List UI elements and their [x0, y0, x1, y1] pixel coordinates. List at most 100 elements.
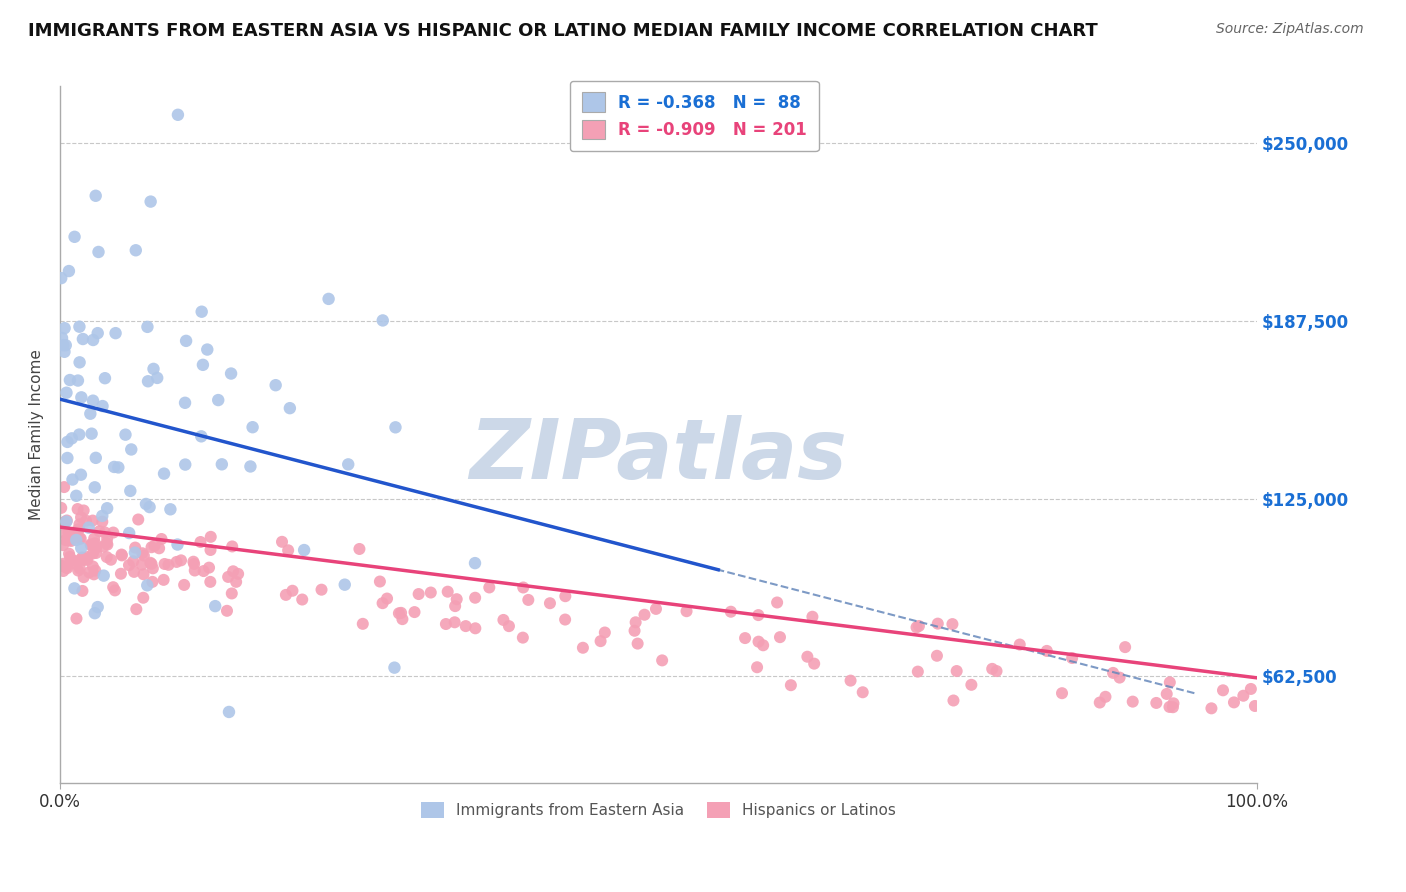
Point [200, 574, 222, 589]
Point [908, 619, 931, 633]
Point [56, 513, 79, 527]
Point [124, 541, 146, 555]
Point [65, 611, 87, 625]
Point [941, 617, 963, 632]
Point [53, 321, 76, 335]
Point [1114, 640, 1136, 654]
Point [80, 538, 103, 552]
Point [65, 533, 87, 547]
Point [80, 426, 103, 441]
Point [91, 515, 114, 529]
Point [58, 533, 80, 548]
Point [389, 606, 412, 620]
Point [96, 536, 118, 550]
Point [167, 108, 190, 122]
Point [131, 558, 153, 572]
Point [492, 613, 515, 627]
Point [517, 593, 540, 607]
Point [51, 271, 73, 285]
Point [67, 319, 90, 334]
Point [141, 557, 163, 571]
Point [1159, 700, 1181, 714]
Point [146, 371, 169, 385]
Point [125, 244, 148, 258]
Point [96, 538, 118, 552]
Point [69, 517, 91, 532]
Point [745, 660, 768, 674]
Point [217, 570, 239, 584]
Point [159, 502, 181, 516]
Point [94, 371, 117, 385]
Point [120, 483, 142, 498]
Point [222, 564, 245, 578]
Point [1122, 695, 1144, 709]
Point [55, 338, 77, 352]
Point [58, 525, 80, 540]
Point [82, 333, 104, 347]
Point [1163, 696, 1185, 710]
Point [82, 559, 104, 574]
Point [52, 538, 75, 552]
Point [110, 566, 132, 581]
Point [242, 420, 264, 434]
Point [76, 553, 98, 567]
Point [404, 605, 426, 619]
Point [927, 616, 949, 631]
Point [1050, 686, 1073, 700]
Point [83, 532, 105, 546]
Point [96, 501, 118, 516]
Point [67, 522, 90, 536]
Point [72, 332, 94, 346]
Point [281, 583, 304, 598]
Point [960, 678, 983, 692]
Point [55, 515, 77, 529]
Point [166, 537, 188, 551]
Point [1240, 681, 1263, 696]
Point [264, 378, 287, 392]
Point [103, 459, 125, 474]
Point [91, 399, 114, 413]
Point [67, 564, 90, 578]
Point [589, 634, 612, 648]
Point [801, 609, 824, 624]
Point [333, 577, 356, 591]
Point [56, 434, 79, 449]
Point [107, 460, 129, 475]
Point [292, 543, 315, 558]
Point [454, 619, 477, 633]
Point [66, 502, 89, 516]
Point [96, 532, 118, 546]
Point [464, 621, 486, 635]
Point [1212, 683, 1234, 698]
Point [183, 557, 205, 571]
Point [83, 567, 105, 582]
Point [512, 581, 534, 595]
Point [1062, 651, 1084, 665]
Point [384, 420, 406, 434]
Point [512, 631, 534, 645]
Point [623, 624, 645, 638]
Point [142, 561, 165, 575]
Point [200, 530, 222, 544]
Point [136, 374, 159, 388]
Point [83, 606, 105, 620]
Point [221, 586, 243, 600]
Point [572, 640, 595, 655]
Point [148, 541, 170, 556]
Point [152, 573, 174, 587]
Point [70, 510, 93, 524]
Point [127, 512, 149, 526]
Point [375, 591, 398, 606]
Point [131, 546, 153, 560]
Point [75, 514, 97, 528]
Point [82, 546, 104, 560]
Point [82, 393, 104, 408]
Point [675, 604, 697, 618]
Point [58, 529, 80, 543]
Point [720, 605, 742, 619]
Point [114, 427, 136, 442]
Point [84, 564, 107, 578]
Point [371, 313, 394, 327]
Point [173, 578, 195, 592]
Point [945, 664, 967, 678]
